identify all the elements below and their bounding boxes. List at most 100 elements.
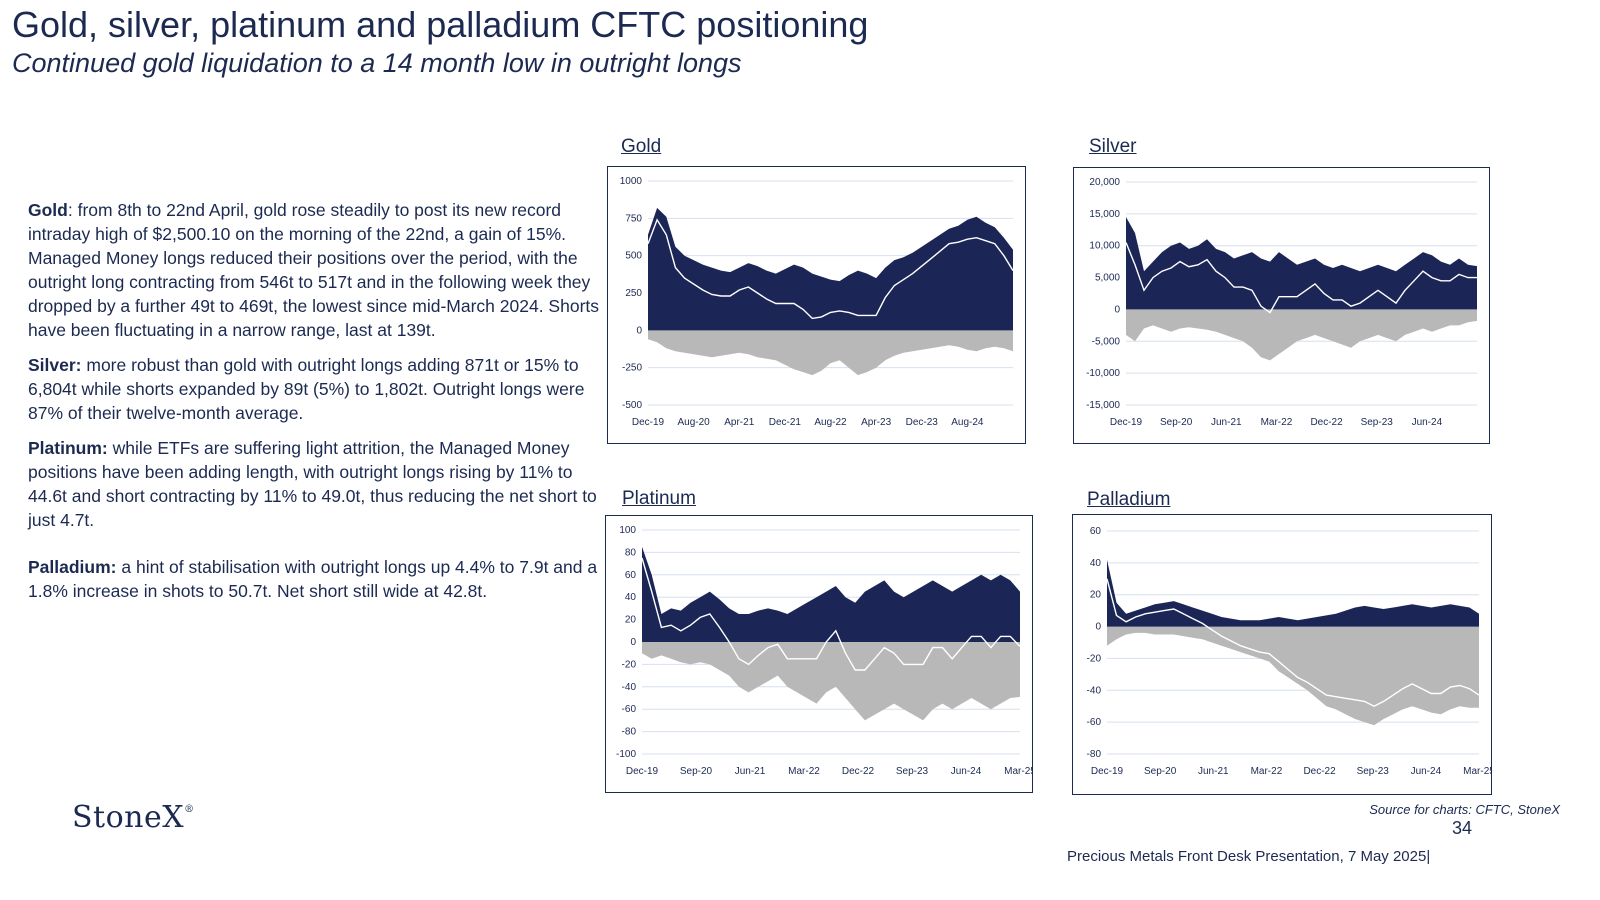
platinum-long-area: [642, 546, 1020, 642]
platinum-y-tick-label: 40: [625, 592, 637, 603]
platinum-y-tick-label: -20: [622, 659, 637, 670]
palladium-y-tick-label: -80: [1087, 749, 1102, 760]
silver-net-line: [1125, 242, 1477, 314]
silver-chart: 20,000 15,000 10,000 5,000 0 -5,000 -10,000 -15…: [1073, 167, 1490, 444]
chart-source: Source for charts: CFTC, StoneX: [1369, 802, 1560, 817]
stonex-logo-mark: ®: [184, 804, 195, 815]
page-subtitle: Continued gold liquidation to a 14 month…: [12, 48, 742, 78]
commentary-gold-text: from 8th to 22nd April, gold rose steadi…: [28, 200, 600, 340]
silver-x-tick-label: Sep-20: [1160, 417, 1193, 428]
palladium-y-tick-label: 60: [1090, 526, 1102, 537]
gold-chart-svg: 1000 750 500 250 0 -250 -500 Dec-19 Aug-20 Apr-21…: [620, 176, 1014, 428]
palladium-net-line: [1106, 578, 1480, 707]
silver-y-tick-label: -5,000: [1092, 336, 1121, 347]
gold-y-tick-label: 750: [625, 213, 642, 224]
silver-x-tick-label: Dec-22: [1310, 417, 1343, 428]
palladium-x-tick-label: Dec-19: [1091, 766, 1124, 777]
commentary-platinum-text: while ETFs are suffering light attrition…: [28, 438, 597, 530]
platinum-net-line: [641, 557, 1021, 671]
commentary-platinum-label: Platinum:: [28, 438, 108, 458]
stonex-logo-text: StoneX: [72, 800, 185, 835]
platinum-y-tick-label: 60: [625, 570, 637, 581]
commentary: Gold: from 8th to 22nd April, gold rose …: [28, 198, 608, 614]
platinum-x-tick-label: Jun-24: [951, 766, 982, 777]
gold-x-tick-label: Dec-23: [906, 417, 939, 428]
palladium-chart-title: Palladium: [1087, 489, 1171, 510]
gold-x-tick-label: Aug-22: [814, 417, 847, 428]
gold-y-tick-label: -500: [622, 400, 642, 411]
silver-y-tick-label: 20,000: [1089, 177, 1120, 188]
silver-y-tick-label: 0: [1114, 304, 1120, 315]
platinum-x-tick-label: Mar-25: [1004, 766, 1032, 777]
platinum-x-tick-label: Sep-20: [680, 766, 713, 777]
palladium-chart: 60 40 20 0 -20 -40 -60 -80 Dec-19 Sep-20 Jun-21 Mar…: [1072, 514, 1492, 795]
silver-x-tick-label: Mar-22: [1261, 417, 1293, 428]
silver-x-tick-label: Jun-24: [1412, 417, 1443, 428]
palladium-x-tick-label: Jun-24: [1411, 766, 1442, 777]
palladium-y-tick-label: 20: [1090, 590, 1102, 601]
palladium-x-tick-label: Mar-22: [1251, 766, 1283, 777]
silver-x-tick-label: Sep-23: [1361, 417, 1394, 428]
palladium-x-tick-label: Dec-22: [1303, 766, 1336, 777]
presentation-footer: Precious Metals Front Desk Presentation,…: [1067, 848, 1431, 865]
platinum-short-area: [642, 642, 1020, 721]
platinum-y-tick-label: 0: [630, 637, 636, 648]
platinum-x-tick-label: Mar-22: [788, 766, 820, 777]
platinum-x-tick-label: Dec-19: [626, 766, 659, 777]
palladium-x-tick-label: Sep-20: [1144, 766, 1177, 777]
silver-short-area: [1126, 309, 1477, 361]
stonex-logo: StoneX®: [72, 800, 195, 835]
palladium-short-area: [1107, 626, 1479, 726]
palladium-y-tick-label: -40: [1087, 685, 1102, 696]
commentary-gold: Gold: from 8th to 22nd April, gold rose …: [28, 198, 608, 342]
palladium-chart-svg: 60 40 20 0 -20 -40 -60 -80 Dec-19 Sep-20 Jun-21 Mar…: [1087, 526, 1491, 777]
gold-net-line: [647, 218, 1014, 320]
platinum-chart: 100 80 60 40 20 0 -20 -40 -60 -80 -100 Dec-19 Sep-20…: [605, 515, 1033, 793]
gold-x-tick-label: Dec-19: [632, 417, 665, 428]
silver-y-tick-label: -10,000: [1086, 368, 1120, 379]
platinum-x-tick-label: Jun-21: [735, 766, 766, 777]
commentary-gold-sep: :: [67, 200, 73, 220]
gold-x-tick-label: Apr-21: [724, 417, 754, 428]
gold-chart-title: Gold: [621, 136, 662, 157]
platinum-chart-title: Platinum: [622, 488, 696, 509]
platinum-y-tick-label: 80: [625, 547, 637, 558]
gold-chart: 1000 750 500 250 0 -250 -500 Dec-19 Aug-20 Apr-21…: [607, 166, 1026, 444]
palladium-y-tick-label: -20: [1087, 653, 1102, 664]
platinum-y-tick-label: -40: [622, 682, 637, 693]
commentary-platinum: Platinum: while ETFs are suffering light…: [28, 436, 608, 532]
palladium-x-tick-label: Jun-21: [1198, 766, 1229, 777]
platinum-x-tick-label: Sep-23: [896, 766, 929, 777]
silver-x-tick-label: Jun-21: [1211, 417, 1242, 428]
commentary-palladium-label: Palladium:: [28, 557, 117, 577]
gold-x-tick-label: Aug-24: [951, 417, 984, 428]
commentary-silver-label: Silver:: [28, 355, 82, 375]
palladium-y-tick-label: 40: [1090, 558, 1102, 569]
silver-y-tick-label: 15,000: [1089, 209, 1120, 220]
platinum-y-tick-label: -100: [616, 749, 636, 760]
page-title: Gold, silver, platinum and palladium CFT…: [12, 4, 869, 45]
palladium-y-tick-label: -60: [1087, 717, 1102, 728]
page-number: 34: [1452, 818, 1473, 838]
palladium-y-tick-label: 0: [1095, 622, 1101, 633]
palladium-long-area: [1107, 559, 1479, 627]
silver-y-tick-label: 10,000: [1089, 241, 1120, 252]
commentary-silver: Silver: more robust than gold with outri…: [28, 353, 608, 425]
silver-y-tick-label: 5,000: [1095, 273, 1120, 284]
platinum-y-tick-label: -80: [622, 727, 637, 738]
palladium-x-tick-label: Mar-25: [1463, 766, 1491, 777]
gold-y-tick-label: -250: [622, 363, 642, 374]
gold-x-tick-label: Aug-20: [678, 417, 711, 428]
gold-y-tick-label: 0: [636, 325, 642, 336]
gold-x-tick-label: Dec-21: [769, 417, 802, 428]
platinum-y-tick-label: -60: [622, 704, 637, 715]
silver-y-tick-label: -15,000: [1086, 400, 1120, 411]
palladium-x-tick-label: Sep-23: [1357, 766, 1390, 777]
gold-y-tick-label: 1000: [620, 176, 643, 187]
commentary-gold-label: Gold: [28, 200, 68, 220]
gold-short-area: [648, 330, 1013, 376]
silver-x-tick-label: Dec-19: [1110, 417, 1143, 428]
platinum-x-tick-label: Dec-22: [842, 766, 875, 777]
commentary-silver-text: more robust than gold with outright long…: [28, 355, 585, 423]
platinum-y-tick-label: 20: [625, 615, 637, 626]
